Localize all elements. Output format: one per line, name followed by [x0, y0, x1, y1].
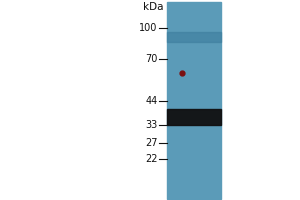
- Bar: [167, 32, 220, 42]
- Text: 70: 70: [145, 54, 158, 64]
- Bar: [167, 2, 220, 199]
- Text: 27: 27: [145, 138, 158, 148]
- Text: 100: 100: [139, 23, 158, 33]
- Text: 33: 33: [145, 120, 158, 130]
- Text: 44: 44: [145, 96, 158, 106]
- Text: 22: 22: [145, 154, 158, 164]
- Bar: [167, 109, 220, 125]
- Text: kDa: kDa: [143, 2, 163, 12]
